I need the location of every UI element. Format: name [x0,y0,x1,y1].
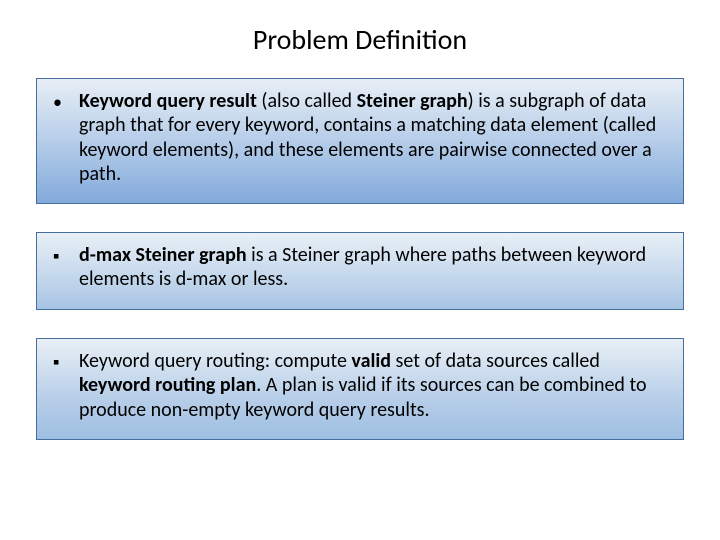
bullet-dot-icon: • [53,89,79,114]
text-bold: d-max Steiner graph [79,243,247,267]
bullet-text: Keyword query routing: compute valid set… [79,349,667,422]
text-bold: valid [351,349,391,373]
bullet-square-icon: ▪ [53,243,79,268]
slide: Problem Definition • Keyword query resul… [0,0,720,540]
bullet-text: Keyword query result (also called Steine… [79,89,667,187]
text-bold: Steiner graph [357,89,468,113]
bullet-item: • Keyword query result (also called Stei… [53,89,667,187]
text-bold: keyword routing plan [79,373,256,397]
text-plain: set of data sources called [391,349,600,373]
bullet-text: d-max Steiner graph is a Steiner graph w… [79,243,667,292]
bullet-item: ▪ Keyword query routing: compute valid s… [53,349,667,422]
text-plain: Keyword query routing: compute [79,349,351,373]
definition-box-2: ▪ d-max Steiner graph is a Steiner graph… [36,232,684,310]
bullet-square-icon: ▪ [53,349,79,374]
text-plain: (also called [257,89,357,113]
definition-box-3: ▪ Keyword query routing: compute valid s… [36,338,684,440]
slide-title: Problem Definition [0,22,720,57]
definition-box-1: • Keyword query result (also called Stei… [36,78,684,204]
bullet-item: ▪ d-max Steiner graph is a Steiner graph… [53,243,667,292]
text-bold: Keyword query result [79,89,257,113]
